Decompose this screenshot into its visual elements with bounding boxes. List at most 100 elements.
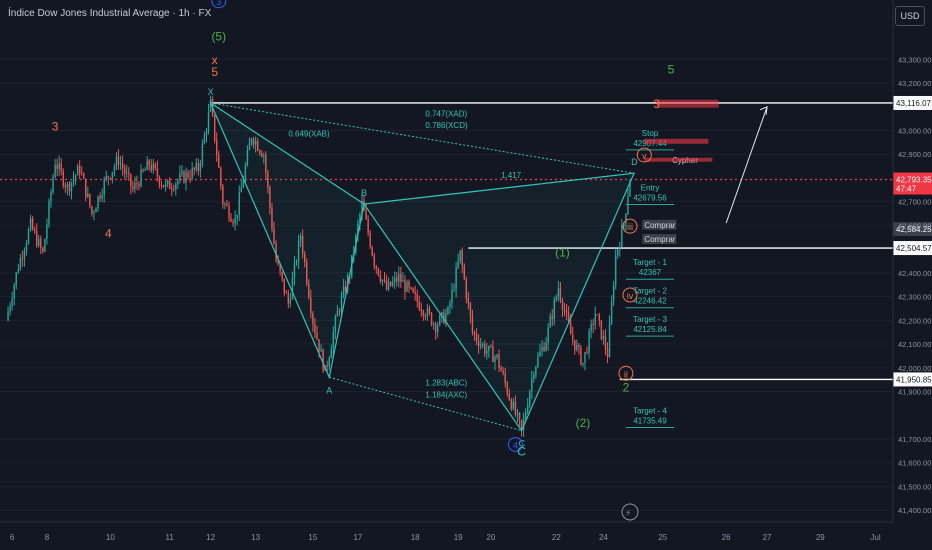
candle-body [248, 143, 251, 151]
price-tick-label: 42,400.00 [898, 269, 931, 278]
candle-body [201, 143, 204, 164]
order-tag [642, 234, 677, 245]
lightning-icon [621, 503, 639, 521]
candle-body [500, 367, 502, 372]
candle-body [50, 192, 52, 202]
candle-body [365, 210, 367, 219]
level-price-tag [893, 372, 932, 387]
candle-body [379, 275, 382, 282]
time-axis[interactable]: 6 8 10 11 12 13 15 17 18 19 20 22 24 25 26 27 29 Jul [0, 521, 893, 542]
candle-body [87, 193, 89, 197]
secondary-price-label: 42,584.25 [896, 225, 932, 234]
candle-body [228, 205, 230, 219]
candle-body [130, 174, 132, 187]
time-tick-label: 29 [816, 533, 825, 542]
candle-body [17, 269, 19, 273]
candle-body [306, 262, 308, 284]
candle-body [310, 297, 312, 314]
candle-body [367, 218, 369, 233]
candle-body [420, 309, 423, 312]
candle-body [381, 279, 384, 282]
resistance-zone [656, 99, 719, 108]
candle-body [602, 336, 605, 339]
price-axis[interactable]: 43,116.07 42,504.57 41,950.85 42,793.3547:4… [892, 0, 932, 550]
candle-body [518, 413, 521, 420]
candle-body [279, 264, 281, 272]
candle-body [119, 163, 122, 165]
candle-body [414, 292, 416, 295]
candle-body [387, 281, 390, 290]
price-tick-label: 42,700.00 [898, 198, 931, 207]
candle-body [138, 184, 140, 187]
secondary-price-tag [893, 222, 932, 237]
candle-body [160, 184, 163, 186]
time-tick-label: 17 [353, 533, 362, 542]
candle-body [234, 218, 236, 224]
candle-body [267, 172, 269, 188]
candle-body [467, 298, 470, 304]
candle-body [453, 289, 455, 291]
candle-body [328, 358, 330, 367]
candle-body [334, 316, 337, 333]
candle-body [486, 350, 488, 354]
candle-body [134, 182, 136, 190]
time-tick-label: 22 [552, 533, 561, 542]
candle-body [158, 176, 161, 185]
candle-body [492, 346, 494, 363]
candle-body [242, 180, 245, 188]
candle-body [54, 165, 56, 178]
candle-body [117, 156, 120, 165]
candle-body [592, 323, 594, 326]
candle-body [455, 267, 457, 290]
candle-body [191, 167, 193, 179]
candle-body [15, 272, 17, 286]
candle-body [33, 229, 36, 232]
candle-body [80, 173, 83, 175]
candle-body [27, 229, 30, 244]
candle-body [608, 323, 611, 357]
candle-body [475, 334, 478, 341]
candle-body [326, 365, 328, 367]
candle-body [166, 180, 169, 185]
current-price-label: 42,793.35 [896, 176, 932, 185]
candle-body [451, 289, 453, 304]
candle-body [629, 180, 631, 197]
candle-body [238, 192, 240, 215]
time-tick-label: 11 [166, 533, 175, 542]
candle-body [101, 194, 103, 199]
candle-body [40, 238, 42, 248]
price-tick-label: 41,500.00 [898, 482, 931, 491]
candle-body [375, 265, 378, 269]
candle-body [520, 419, 523, 430]
candle-body [623, 223, 625, 226]
pattern-ratio-label: 1.184(AXC) [425, 390, 467, 399]
candle-body [13, 285, 15, 300]
pattern-point-d: D [631, 157, 638, 167]
candle-body [539, 351, 541, 357]
wave-label: (1) [555, 245, 570, 259]
candle-body [361, 200, 363, 215]
candle-body [285, 292, 288, 294]
candle-body [187, 172, 189, 178]
order-label: Comprar [644, 235, 675, 244]
candle-body [506, 382, 508, 394]
currency-button[interactable]: USD [895, 6, 925, 26]
candle-body [422, 311, 425, 316]
wave-circle [507, 436, 523, 452]
wave-circle [622, 218, 638, 234]
trade-level-name: Target - 3 [633, 315, 667, 324]
wave-label: iii [627, 222, 633, 232]
candle-body [144, 169, 146, 171]
candle-body [400, 274, 402, 282]
price-tick-label: 43,000.00 [898, 127, 931, 136]
candle-body [121, 163, 124, 169]
candle-body [312, 313, 314, 324]
wave-label: 4 [105, 226, 112, 240]
projection-arrowhead [759, 105, 768, 115]
candle-body [236, 214, 238, 219]
pattern-ratio-label: 0.786(XCD) [425, 121, 468, 130]
candle-body [60, 163, 62, 171]
candle-body [512, 401, 515, 409]
candle-body [551, 316, 553, 319]
